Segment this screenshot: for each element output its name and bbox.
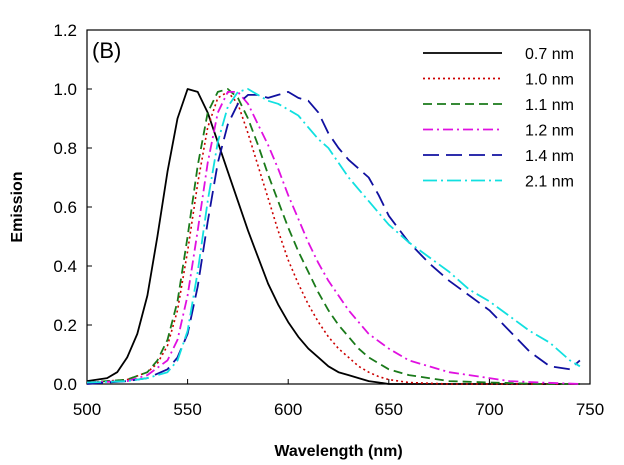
legend-label: 1.2 nm — [525, 123, 574, 140]
y-tick-label: 1.2 — [53, 21, 77, 40]
series-line-1-1-nm — [86, 88, 580, 385]
series-layer — [86, 88, 581, 385]
x-tick-label: 500 — [73, 400, 101, 419]
series-line-1-2-nm — [86, 91, 580, 385]
y-axis-title: Emission — [9, 171, 26, 242]
series-line-0-7-nm — [86, 88, 580, 385]
legend-label: 2.1 nm — [525, 174, 574, 191]
series-line-1-4-nm — [86, 91, 581, 385]
x-tick-label: 600 — [274, 400, 302, 419]
y-tick-label: 0.2 — [53, 316, 77, 335]
axes: 0.0 0.2 0.4 0.6 0.8 1.0 1.2 500 550 600 650 700 750 — [53, 21, 604, 419]
x-tick-label: 550 — [173, 400, 201, 419]
legend-label: 0.7 nm — [525, 46, 574, 63]
legend-label: 1.0 nm — [525, 72, 574, 89]
x-axis-title: Wavelength (nm) — [274, 443, 402, 460]
series-line-1-0-nm — [86, 91, 580, 385]
legend-label: 1.4 nm — [525, 148, 574, 165]
y-tick-label: 0.0 — [53, 375, 77, 394]
panel-label: (B) — [92, 38, 121, 63]
legend: 0.7 nm 1.0 nm 1.1 nm 1.2 nm 1.4 nm 2.1 nm — [423, 46, 574, 191]
x-tick-label: 750 — [576, 400, 604, 419]
series-line-2-1-nm — [86, 88, 581, 384]
y-tick-label: 0.8 — [53, 139, 77, 158]
x-tick-label: 700 — [475, 400, 503, 419]
y-tick-label: 0.6 — [53, 198, 77, 217]
legend-label: 1.1 nm — [525, 97, 574, 114]
x-tick-label: 650 — [375, 400, 403, 419]
y-tick-label: 1.0 — [53, 80, 77, 99]
y-tick-label: 0.4 — [53, 257, 77, 276]
